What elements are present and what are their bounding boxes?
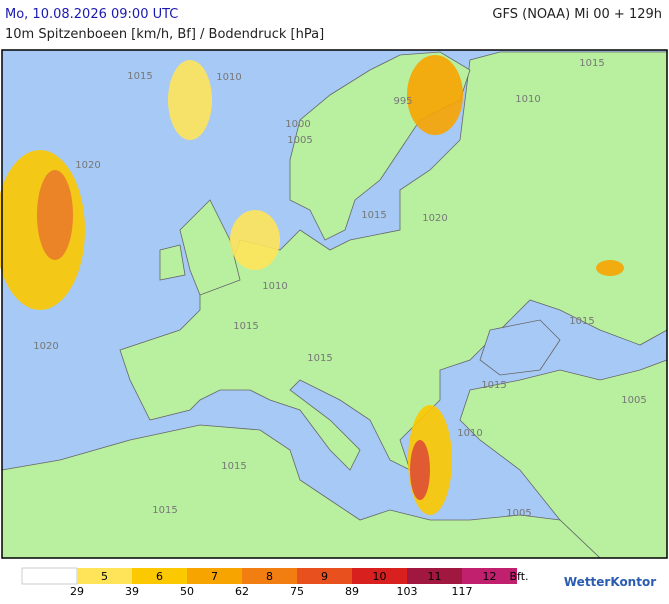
gust-area <box>407 55 463 135</box>
map-frame <box>1 49 668 559</box>
isobar-label: 1020 <box>33 341 58 352</box>
legend-kmh: 50 <box>180 585 194 598</box>
isobar-label: 1015 <box>152 505 177 516</box>
legend-kmh: 29 <box>70 585 84 598</box>
legend-swatch <box>242 568 297 584</box>
black-sea <box>479 319 561 376</box>
legend-unit: Bft. <box>509 570 528 583</box>
legend-kmh: 75 <box>290 585 304 598</box>
isobar-label: 1010 <box>216 72 241 83</box>
isobar-label: 1015 <box>307 353 332 364</box>
legend-swatch <box>77 568 132 584</box>
gust-areas <box>0 55 624 515</box>
land <box>119 51 668 471</box>
isobar-label: 1010 <box>457 428 482 439</box>
isobar-label: 995 <box>393 96 412 107</box>
isobar-label: 1015 <box>221 461 246 472</box>
isobar-label: 1020 <box>75 160 100 171</box>
isobar-label: 1005 <box>506 508 531 519</box>
legend-kmh: 89 <box>345 585 359 598</box>
legend-kmh: 62 <box>235 585 249 598</box>
legend-swatch <box>462 568 517 584</box>
legend-swatch <box>297 568 352 584</box>
legend-bft: 10 <box>373 570 387 583</box>
legend-bft: 12 <box>483 570 497 583</box>
legend-kmh: 117 <box>452 585 473 598</box>
ireland <box>159 244 186 281</box>
map: 1015 1010 1000 1005 995 1015 1010 1020 1… <box>0 49 668 559</box>
gust-area <box>37 170 73 260</box>
legend-kmh: 39 <box>125 585 139 598</box>
legend-swatch <box>132 568 187 584</box>
isobar-label: 1020 <box>422 213 447 224</box>
legend-bft: 8 <box>266 570 273 583</box>
isobar-label: 1010 <box>262 281 287 292</box>
logo: WetterKontor <box>564 575 656 589</box>
gust-area <box>410 440 430 500</box>
gust-area <box>596 260 624 276</box>
datetime: Mo, 10.08.2026 09:00 UTC <box>5 7 178 22</box>
legend-bft: 5 <box>101 570 108 583</box>
legend-swatch <box>21 567 78 585</box>
isobar-label: 1005 <box>287 135 312 146</box>
model-run: GFS (NOAA) Mi 00 + 129h <box>492 7 662 22</box>
isobar-label: 1005 <box>621 395 646 406</box>
legend-bft: 6 <box>156 570 163 583</box>
isobar-label: 1015 <box>361 210 386 221</box>
subtitle: 10m Spitzenboeen [km/h, Bf] / Bodendruck… <box>5 27 324 42</box>
legend-bft: 11 <box>428 570 442 583</box>
gust-area <box>230 210 280 270</box>
isobar-label: 1015 <box>569 316 594 327</box>
legend-swatch <box>187 568 242 584</box>
legend-bft: 7 <box>211 570 218 583</box>
britain <box>179 199 241 296</box>
isobar-label: 1015 <box>579 58 604 69</box>
africa <box>1 424 602 559</box>
legend-kmh: 103 <box>397 585 418 598</box>
legend-swatch <box>407 568 462 584</box>
isobar-label: 1000 <box>285 119 310 130</box>
gust-area <box>168 60 212 140</box>
legend-bft: 9 <box>321 570 328 583</box>
isobar-label: 1015 <box>481 380 506 391</box>
legend-swatch <box>352 568 407 584</box>
isobar-label: 1015 <box>233 321 258 332</box>
isobar-label: 1015 <box>127 71 152 82</box>
isobar-label: 1010 <box>515 94 540 105</box>
isobar-labels: 1015 1010 1000 1005 995 1015 1010 1020 1… <box>33 58 646 519</box>
